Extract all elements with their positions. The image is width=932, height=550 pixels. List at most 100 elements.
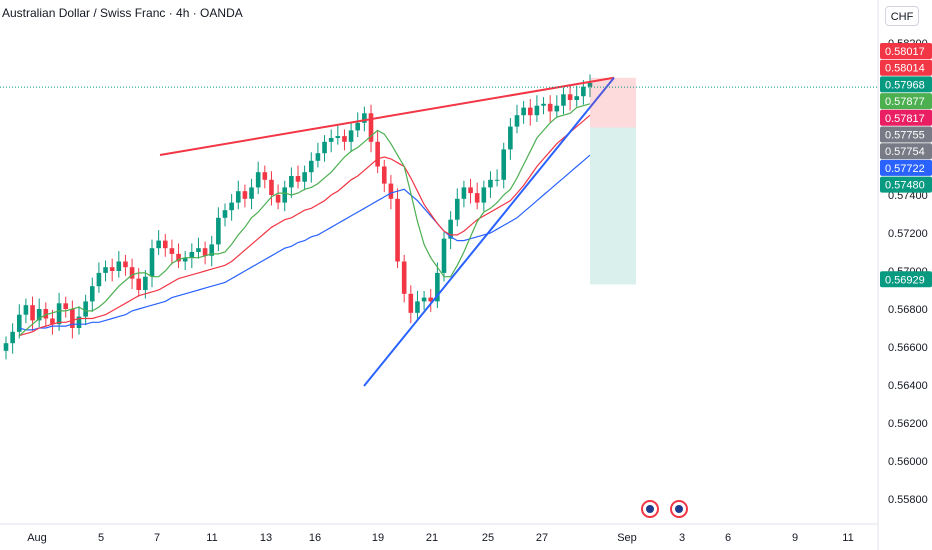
candle-body	[428, 297, 434, 302]
candle-body	[547, 103, 553, 112]
candle-body	[474, 193, 480, 203]
candle-body	[289, 176, 294, 188]
candle-body	[494, 179, 500, 181]
price-tag-label: 0.58017	[885, 46, 925, 58]
currency-button[interactable]: CHF	[885, 6, 919, 26]
candle-body	[275, 195, 281, 203]
y-tick-label: 0.56400	[888, 380, 928, 392]
price-tag-label: 0.57877	[885, 96, 925, 108]
candle-body	[375, 141, 380, 167]
price-tag-label: 0.57480	[885, 180, 925, 192]
candle-body	[30, 305, 35, 321]
y-tick-label: 0.56800	[888, 304, 928, 316]
price-tag	[880, 159, 932, 176]
candle-body	[229, 202, 234, 211]
y-tick-label: 0.56600	[888, 342, 928, 354]
candle-body	[388, 183, 394, 199]
candle-body	[235, 191, 241, 203]
ma-mid-line	[19, 114, 591, 337]
candle-body	[362, 113, 367, 123]
candle-body	[56, 303, 62, 325]
price-tag	[880, 43, 932, 59]
candle-body	[36, 309, 42, 321]
candle-body	[561, 94, 566, 106]
candle-body	[415, 301, 420, 313]
candle-body	[89, 286, 95, 302]
candle-body	[70, 309, 75, 328]
candle-body	[368, 113, 374, 142]
candle-body	[481, 187, 487, 203]
candle-body	[295, 176, 301, 182]
price-tag	[880, 59, 932, 76]
candle-body	[16, 314, 22, 332]
candle-body	[541, 103, 546, 106]
candle-body	[249, 187, 254, 199]
price-tag	[880, 93, 932, 110]
candle-body	[501, 149, 507, 180]
x-tick-label: 6	[725, 532, 731, 544]
candle-body	[315, 153, 321, 161]
candle-body	[242, 191, 248, 199]
candle-body	[282, 187, 288, 203]
candle-body	[448, 219, 453, 239]
y-tick-label: 0.55800	[888, 494, 928, 506]
candle-body	[262, 172, 268, 180]
target-zone	[590, 127, 636, 285]
candle-body	[355, 122, 361, 131]
price-tag	[880, 109, 932, 126]
candle-body	[534, 105, 540, 116]
candle-body	[521, 107, 526, 116]
candle-body	[176, 253, 181, 262]
price-tag	[880, 271, 932, 288]
candle-body	[401, 261, 407, 294]
candle-body	[43, 309, 49, 319]
candle-body	[468, 187, 473, 194]
candle-body	[162, 240, 168, 249]
ma-slow-line	[19, 154, 591, 331]
candle-body	[156, 240, 161, 249]
candle-body	[508, 126, 513, 150]
candle-body	[435, 272, 440, 302]
x-tick-label: 16	[309, 532, 321, 544]
x-tick-label: 21	[426, 532, 438, 544]
y-tick-label: 0.56200	[888, 418, 928, 430]
candle-body	[143, 276, 148, 290]
candle-body	[581, 86, 586, 97]
candle-body	[50, 318, 55, 325]
price-tag	[880, 143, 932, 160]
price-tag-label: 0.56929	[885, 274, 925, 286]
chart-title: Australian Dollar / Swiss Franc · 4h · O…	[2, 6, 243, 20]
candle-body	[574, 96, 580, 100]
candle-body	[23, 305, 29, 315]
candle-body	[136, 278, 142, 290]
price-tag-label: 0.57722	[885, 163, 925, 175]
candle-body	[441, 238, 447, 273]
candle-body	[196, 248, 201, 252]
x-tick-label: Aug	[27, 532, 47, 544]
candle-body	[103, 267, 108, 273]
x-tick-label: 27	[536, 532, 548, 544]
x-tick-label: 3	[679, 532, 685, 544]
ma-fast-line	[18, 103, 591, 337]
price-tag-label: 0.57817	[885, 113, 925, 125]
price-tag	[880, 126, 932, 143]
y-tick-label: 0.57200	[888, 228, 928, 240]
stop-zone	[590, 77, 636, 128]
candle-body	[514, 115, 520, 127]
x-tick-label: 13	[260, 532, 272, 544]
candle-body	[567, 94, 573, 100]
candle-body	[308, 160, 314, 173]
candle-body	[302, 172, 307, 182]
candle-body	[527, 107, 533, 116]
candle-body	[96, 272, 102, 287]
flag-icon	[646, 505, 654, 513]
x-tick-label: 9	[792, 532, 798, 544]
candle-body	[169, 248, 175, 254]
candle-body	[189, 252, 195, 258]
candle-body	[421, 297, 427, 302]
x-tick-label: 11	[206, 532, 217, 544]
price-tag	[880, 176, 932, 193]
trendline-lower	[363, 77, 615, 387]
price-tag-label: 0.58014	[885, 63, 925, 75]
